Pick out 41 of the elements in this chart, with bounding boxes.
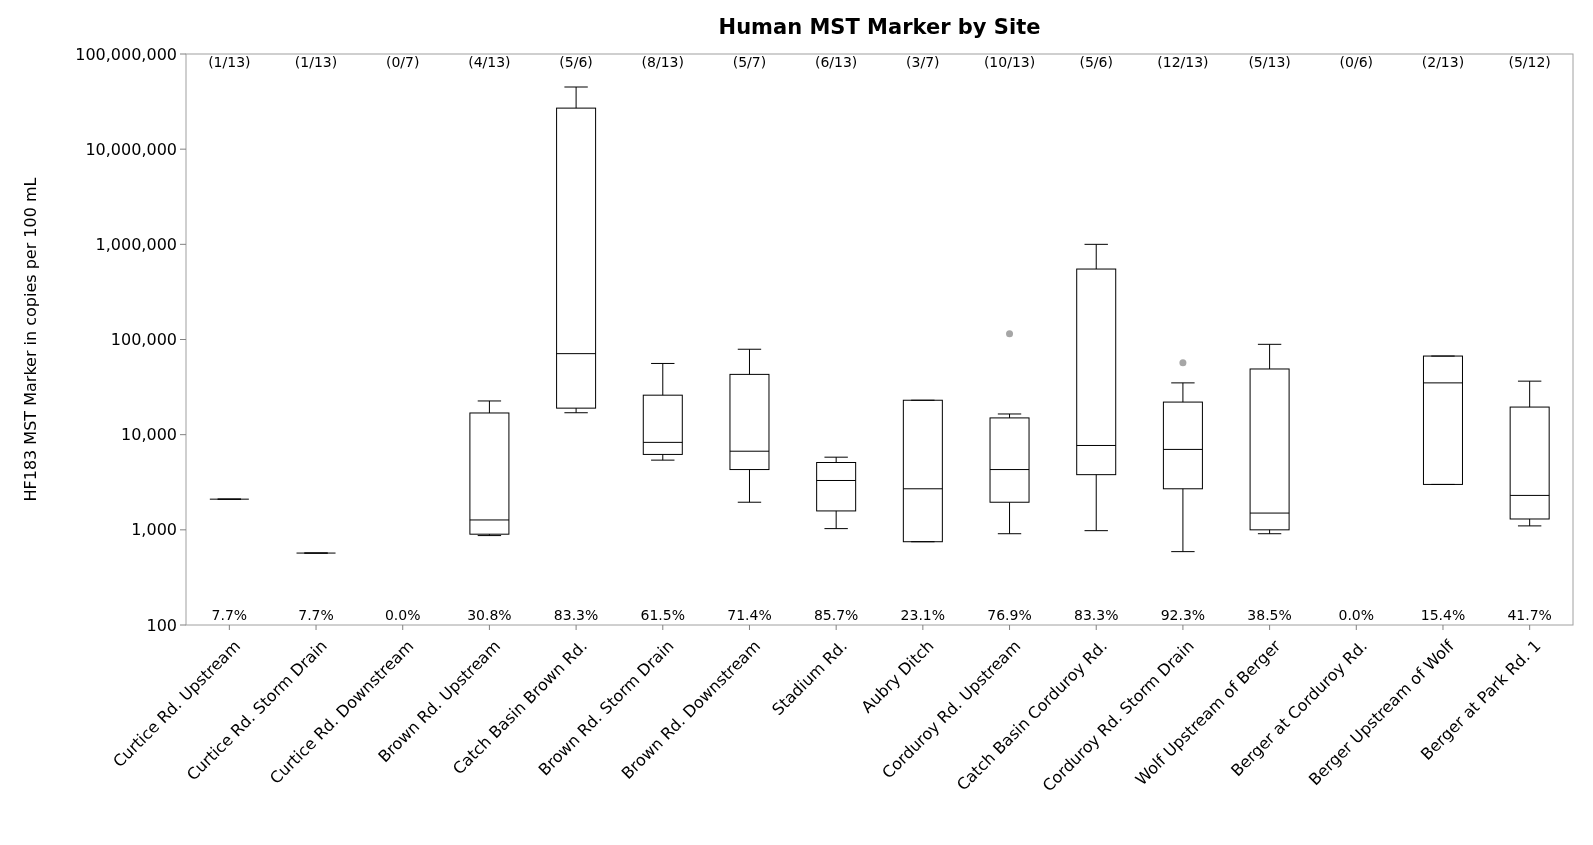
annotation: (2/13) — [1421, 53, 1465, 70]
annotation: (0/6) — [1339, 53, 1374, 70]
y-tick-label: 100,000,000 — [75, 44, 177, 64]
y-tick-label: 1,000,000 — [95, 234, 177, 254]
annotation: 83.3% — [1073, 606, 1119, 623]
annotation: (5/6) — [559, 53, 593, 70]
chart-title: Human MST Marker by Site — [718, 15, 1041, 39]
y-tick-label: 1,000 — [131, 520, 177, 540]
annotation: (10/13) — [983, 53, 1036, 70]
annotation: 15.4% — [1420, 606, 1466, 623]
annotation: (5/13) — [1248, 53, 1291, 70]
annotation: (12/13) — [1157, 53, 1209, 70]
y-tick-label: 10,000,000 — [85, 139, 177, 159]
y-tick-label: 100 — [146, 615, 177, 635]
y-tick-label: 10,000 — [121, 425, 177, 445]
annotation: 61.5% — [640, 606, 686, 623]
annotation: 0.0% — [384, 606, 421, 623]
annotation: (1/13) — [294, 53, 338, 70]
annotation: 92.3% — [1160, 606, 1206, 623]
annotation: 38.5% — [1247, 606, 1292, 623]
annotation: (0/7) — [385, 53, 420, 70]
annotation: 85.7% — [813, 606, 859, 623]
annotation: (4/13) — [468, 53, 511, 70]
annotation: (5/6) — [1079, 53, 1113, 70]
annotation: (8/13) — [641, 53, 684, 70]
annotation: (1/13) — [208, 53, 251, 70]
annotation: 30.8% — [467, 606, 512, 623]
annotation: 71.4% — [727, 606, 772, 623]
annotation: 7.7% — [298, 606, 334, 623]
annotation: (3/7) — [906, 53, 940, 70]
annotation: 23.1% — [900, 606, 946, 623]
annotation: 83.3% — [553, 606, 599, 623]
annotation: 41.7% — [1507, 606, 1552, 623]
annotation: (5/12) — [1508, 53, 1551, 70]
annotation: 76.9% — [987, 606, 1032, 623]
y-axis-title: HF183 MST Marker in copies per 100 mL — [21, 177, 40, 502]
annotation: (6/13) — [814, 53, 858, 70]
annotation: 7.7% — [211, 606, 248, 623]
y-tick-label: 100,000 — [110, 330, 177, 350]
annotation: 0.0% — [1338, 606, 1375, 623]
annotation: (5/7) — [732, 53, 767, 70]
